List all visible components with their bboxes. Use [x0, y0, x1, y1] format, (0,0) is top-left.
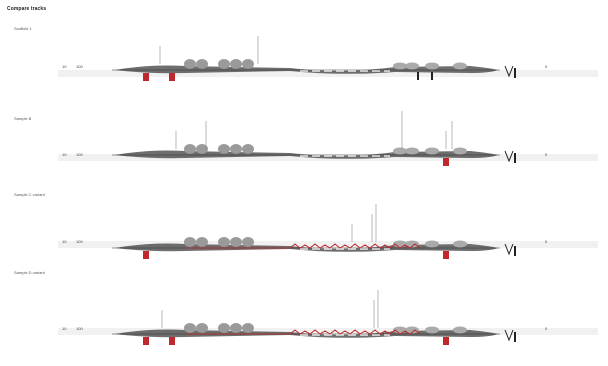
- end-marker: [504, 150, 514, 163]
- track-bump: [405, 147, 419, 155]
- right-value: 0: [545, 326, 548, 331]
- track-bump: [425, 147, 439, 155]
- left-value-b: 100: [76, 152, 83, 157]
- marker-block: [143, 337, 149, 345]
- track-bump: [242, 59, 254, 69]
- track-bump: [425, 240, 439, 248]
- track-body: [115, 329, 498, 338]
- end-marker: [504, 329, 514, 342]
- end-marker: [504, 243, 514, 256]
- dark-tick: [431, 72, 433, 80]
- marker-block: [143, 73, 149, 81]
- track-bump: [425, 62, 439, 70]
- track-bump: [405, 62, 419, 70]
- track-bump: [230, 323, 242, 333]
- panel-label: Sample D variant: [14, 270, 45, 275]
- marker-block: [443, 251, 449, 259]
- track-bump: [218, 237, 230, 247]
- track-background: [58, 70, 598, 77]
- track-bump: [218, 144, 230, 154]
- track-bump: [453, 62, 467, 70]
- end-marker: [504, 65, 514, 78]
- figure-title: Compare tracks: [7, 6, 47, 12]
- track-bump: [230, 144, 242, 154]
- track-bump: [184, 144, 196, 154]
- track-bump: [453, 147, 467, 155]
- marker-block: [443, 337, 449, 345]
- track-bump: [196, 323, 208, 333]
- track-bump: [242, 237, 254, 247]
- end-marker: [514, 332, 516, 342]
- end-marker: [514, 68, 516, 78]
- track-bump: [218, 323, 230, 333]
- track-bump: [393, 62, 407, 70]
- track-body: [115, 150, 498, 159]
- track-body: [115, 243, 498, 252]
- track-bump: [184, 323, 196, 333]
- track-bump: [230, 59, 242, 69]
- left-value: 10: [62, 64, 67, 69]
- track-bump: [196, 59, 208, 69]
- track-background: [58, 241, 598, 248]
- track-bump: [425, 326, 439, 334]
- end-marker: [514, 246, 516, 256]
- left-value: 10: [62, 239, 67, 244]
- track-bump: [242, 144, 254, 154]
- right-value: 0: [545, 239, 548, 244]
- dark-tick: [417, 72, 419, 80]
- left-value: 10: [62, 326, 67, 331]
- left-value-b: 100: [76, 239, 83, 244]
- track-bump: [453, 326, 467, 334]
- left-value: 10: [62, 152, 67, 157]
- marker-block: [169, 337, 175, 345]
- panel-3: Sample C variant 10 100 0: [0, 192, 608, 278]
- track-bump: [242, 323, 254, 333]
- track-bump: [184, 59, 196, 69]
- left-value-b: 100: [76, 326, 83, 331]
- panel-label: Scaffold 1: [14, 26, 32, 31]
- variant-overlay: [289, 243, 421, 249]
- track-bump: [218, 59, 230, 69]
- left-value-b: 100: [76, 64, 83, 69]
- marker-block: [443, 158, 449, 166]
- panel-label: Sample B: [14, 116, 32, 121]
- track-bump: [184, 237, 196, 247]
- right-value: 0: [545, 64, 548, 69]
- panel-1: Scaffold 1 10 100 0: [0, 26, 608, 112]
- track-body: [115, 65, 498, 74]
- end-marker: [514, 153, 516, 163]
- marker-block: [169, 73, 175, 81]
- track-background: [58, 328, 598, 335]
- track-bump: [230, 237, 242, 247]
- right-value: 0: [545, 152, 548, 157]
- track-bump: [453, 240, 467, 248]
- variant-overlay: [289, 329, 421, 335]
- track-bump: [405, 240, 419, 248]
- marker-block: [143, 251, 149, 259]
- track-bump: [393, 147, 407, 155]
- panel-4: Sample D variant 10 100 0: [0, 270, 608, 356]
- panel-label: Sample C variant: [14, 192, 45, 197]
- track-bump: [196, 237, 208, 247]
- track-bump: [196, 144, 208, 154]
- track-bump: [405, 326, 419, 334]
